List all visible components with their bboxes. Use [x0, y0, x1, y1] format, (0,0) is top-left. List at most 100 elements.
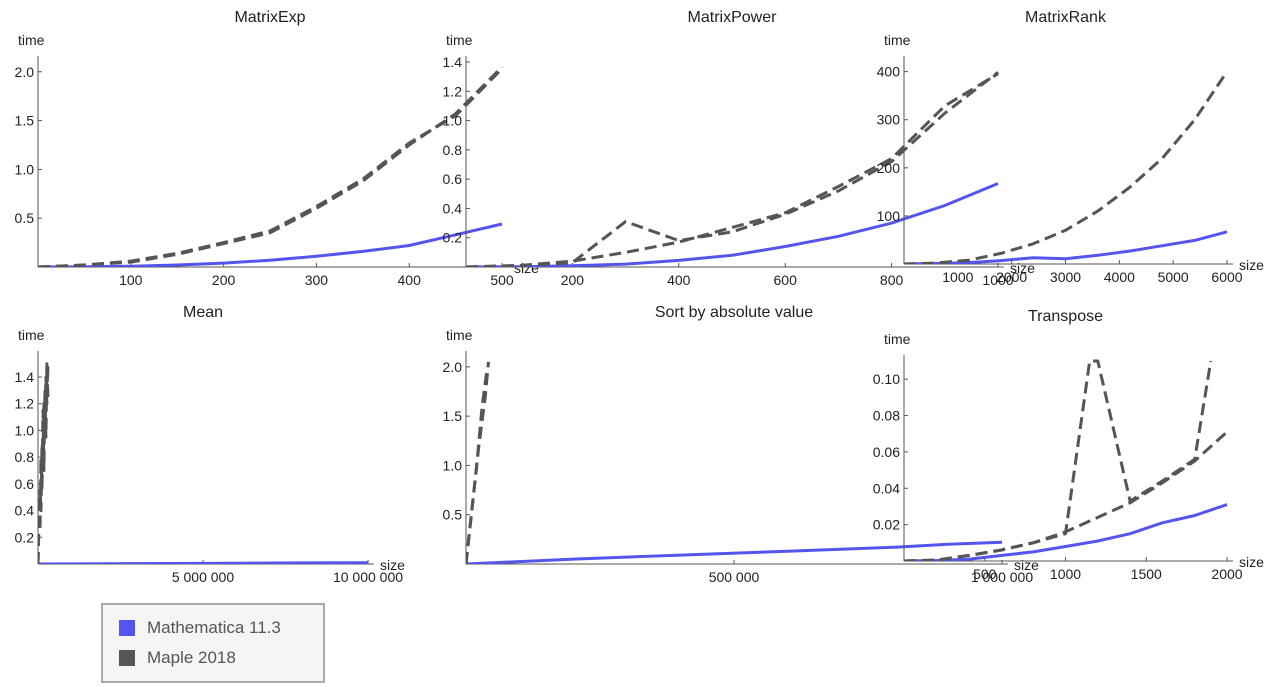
- x-tick-label: 5 000 000: [172, 569, 234, 585]
- y-tick-label: 1.0: [443, 457, 463, 473]
- y-tick-label: 0.08: [873, 408, 900, 424]
- series-line-mathematica: [38, 222, 503, 267]
- x-tick-label: 2000: [1211, 566, 1242, 582]
- x-tick-label: 500 000: [709, 569, 760, 585]
- y-tick-label: 1.5: [15, 113, 35, 129]
- x-tick-label: 1000: [942, 269, 973, 285]
- chart-panel-5: 500 1000 1500 2000 0.02 0.04 0.06 0.08 0.10 Trans…: [873, 308, 1264, 582]
- x-tick-label: 6000: [1211, 269, 1242, 285]
- chart-figure: 100 200 300 400 500 0.5 1.0 1.5 2.0 MatrixExp time…: [15, 9, 1265, 585]
- x-axis-label: size: [514, 260, 539, 276]
- legend-label-maple: Maple 2018: [147, 648, 236, 667]
- y-tick-label: 2.0: [443, 359, 463, 375]
- y-tick-label: 0.04: [873, 480, 900, 496]
- series-line-maple: [904, 359, 1213, 561]
- y-tick-label: 1.0: [15, 161, 35, 177]
- x-tick-label: 5000: [1158, 269, 1189, 285]
- chart-panel-4: 500 000 1 000 000 0.5 1.0 1.5 2.0 Sort by abso…: [443, 304, 1040, 585]
- x-tick-label: 1000: [982, 272, 1013, 288]
- y-tick-label: 1.4: [443, 54, 463, 70]
- series-line-maple: [904, 70, 1229, 264]
- x-tick-label: 800: [880, 272, 904, 288]
- y-tick-label: 1.5: [443, 408, 463, 424]
- legend-swatch-maple: [119, 650, 135, 666]
- series-line-maple: [466, 71, 999, 267]
- x-axis-label: size: [380, 557, 405, 573]
- y-tick-label: 1.2: [443, 83, 463, 99]
- series-line-maple: [38, 65, 504, 267]
- series-line-maple: [466, 361, 490, 564]
- chart-title: Sort by absolute value: [655, 304, 813, 321]
- legend-item-mathematica: Mathematica 11.3: [119, 613, 323, 643]
- chart-title: Transpose: [1028, 308, 1103, 325]
- chart-title: MatrixExp: [234, 9, 305, 26]
- series-line-maple: [38, 67, 504, 267]
- legend-swatch-mathematica: [119, 620, 135, 636]
- series-line-maple: [466, 72, 999, 267]
- y-tick-label: 1.2: [15, 396, 35, 412]
- x-tick-label: 400: [667, 272, 691, 288]
- y-tick-label: 400: [877, 64, 901, 80]
- chart-panel-3: 5 000 000 10 000 000 0.2 0.4 0.6 0.8 1.0 1.2 1.4…: [15, 304, 406, 585]
- y-axis-label: time: [18, 327, 45, 343]
- x-tick-label: 300: [305, 272, 329, 288]
- y-tick-label: 2.0: [15, 64, 35, 80]
- chart-title: Mean: [183, 304, 223, 321]
- legend-label-mathematica: Mathematica 11.3: [147, 618, 281, 637]
- y-tick-label: 300: [877, 112, 901, 128]
- x-tick-label: 3000: [1050, 269, 1081, 285]
- series-line-mathematica: [466, 540, 1003, 564]
- x-tick-label: 600: [774, 272, 798, 288]
- y-axis-label: time: [18, 32, 45, 48]
- y-tick-label: 100: [877, 208, 901, 224]
- series-line-maple: [904, 430, 1229, 561]
- x-tick-label: 400: [398, 272, 422, 288]
- y-tick-label: 0.02: [873, 517, 900, 533]
- y-tick-label: 0.5: [15, 210, 35, 226]
- y-tick-label: 0.10: [873, 371, 900, 387]
- y-tick-label: 0.4: [443, 200, 463, 216]
- series-line-maple: [38, 366, 50, 564]
- chart-panel-2: 1000 2000 3000 4000 5000 6000100200300400Matr…: [877, 9, 1264, 285]
- y-tick-label: 1.0: [443, 113, 463, 129]
- chart-panel-0: 100 200 300 400 500 0.5 1.0 1.5 2.0 MatrixExp time…: [15, 9, 540, 288]
- x-axis-label: size: [1239, 554, 1264, 570]
- series-line-mathematica: [904, 230, 1228, 264]
- x-tick-label: 100: [119, 272, 143, 288]
- y-tick-label: 1.4: [15, 369, 35, 385]
- y-axis-label: time: [446, 32, 473, 48]
- x-tick-label: 1500: [1131, 566, 1162, 582]
- y-axis-label: time: [446, 327, 473, 343]
- y-axis-label: time: [884, 331, 911, 347]
- y-tick-label: 0.6: [15, 476, 35, 492]
- y-tick-label: 0.2: [443, 230, 463, 246]
- x-tick-label: 500: [973, 566, 997, 582]
- chart-title: MatrixRank: [1025, 9, 1107, 26]
- x-tick-label: 1 000 000: [971, 569, 1033, 585]
- x-tick-label: 1000: [1050, 566, 1081, 582]
- chart-panel-1: 200 400 600 800 1000 0.2 0.4 0.6 0.8 1.0 1.2 1.4 Mat…: [443, 9, 1036, 288]
- y-tick-label: 1.0: [15, 422, 35, 438]
- x-tick-label: 10 000 000: [333, 569, 403, 585]
- y-tick-label: 0.4: [15, 503, 35, 519]
- series-line-mathematica: [904, 503, 1228, 561]
- x-axis-label: size: [1239, 257, 1264, 273]
- series-line-mathematica: [38, 561, 369, 564]
- y-axis-label: time: [884, 32, 911, 48]
- series-line-mathematica: [466, 182, 999, 267]
- y-tick-label: 0.06: [873, 444, 900, 460]
- y-tick-label: 0.2: [15, 529, 35, 545]
- legend-item-maple: Maple 2018: [119, 643, 323, 673]
- legend: Mathematica 11.3 Maple 2018: [101, 603, 325, 683]
- x-tick-label: 500: [490, 272, 514, 288]
- x-axis-label: size: [1014, 557, 1039, 573]
- x-tick-label: 200: [561, 272, 585, 288]
- x-tick-label: 200: [212, 272, 236, 288]
- y-tick-label: 0.6: [443, 171, 463, 187]
- y-tick-label: 0.8: [443, 142, 463, 158]
- chart-title: MatrixPower: [688, 9, 778, 26]
- y-tick-label: 0.8: [15, 449, 35, 465]
- y-tick-label: 0.5: [443, 507, 463, 523]
- x-tick-label: 4000: [1104, 269, 1135, 285]
- y-tick-label: 200: [877, 160, 901, 176]
